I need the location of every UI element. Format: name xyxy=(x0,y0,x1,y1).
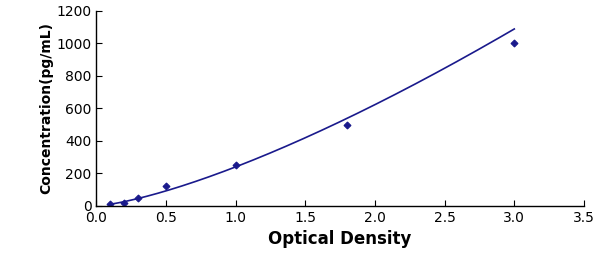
Y-axis label: Concentration(pg/mL): Concentration(pg/mL) xyxy=(40,22,54,194)
X-axis label: Optical Density: Optical Density xyxy=(268,230,412,248)
